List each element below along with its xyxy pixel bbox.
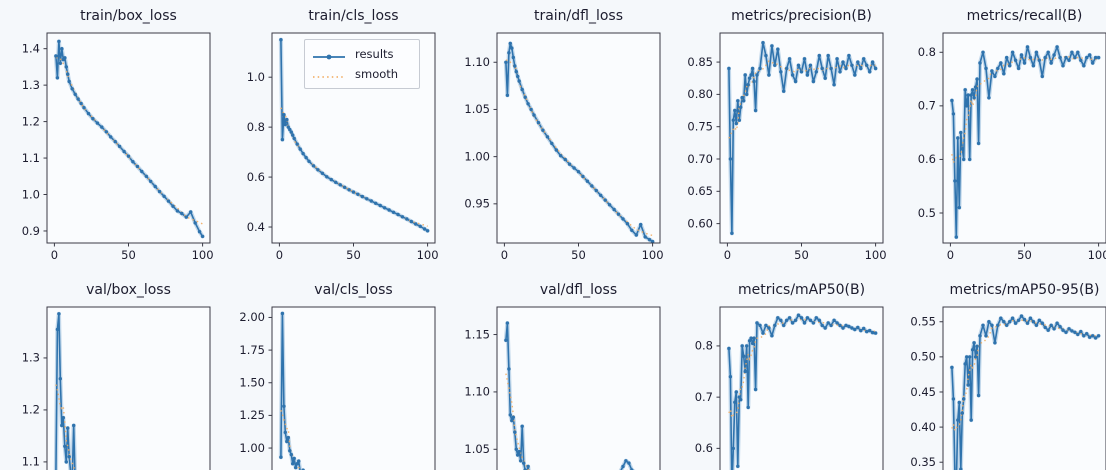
plot-canvas-val-cls-loss: 0.500.751.001.251.501.752.00050100 [239,306,436,470]
plot-canvas-val-dfl-loss: 1.001.051.101.15050100 [464,306,661,470]
svg-text:0.75: 0.75 [687,119,713,133]
svg-text:1.10: 1.10 [464,55,490,69]
subplot-metrics-recall: metrics/recall(B) 0.5 0.6 0.7 0.8 0 50 100 [897,6,1106,272]
svg-text:0.60: 0.60 [687,216,713,230]
plot-title-metrics-recall: metrics/recall(B) [966,8,1083,24]
legend-item-results: results [311,44,411,64]
svg-text:0.95: 0.95 [464,197,490,211]
svg-text:1.3: 1.3 [22,78,40,92]
svg-text:100: 100 [417,248,439,262]
svg-text:0.7: 0.7 [918,99,936,113]
subplot-train-dfl-loss: train/dfl_loss 0.95 1.00 1.05 1.10 0 50 100 [451,6,671,272]
svg-text:0.8: 0.8 [918,45,936,59]
svg-text:1.1: 1.1 [22,151,40,165]
svg-text:0: 0 [724,248,731,262]
svg-text:0.55: 0.55 [910,315,936,329]
svg-text:50: 50 [571,248,586,262]
svg-text:0: 0 [947,248,954,262]
svg-text:0.45: 0.45 [910,385,936,399]
plot-title-metrics-map50: metrics/mAP50(B) [737,282,866,298]
svg-text:50: 50 [794,248,809,262]
subplot-val-dfl-loss: val/dfl_loss 1.001.051.101.15050100 [451,280,671,470]
svg-text:50: 50 [1017,248,1032,262]
subplot-metrics-precision: metrics/precision(B) 0.60 0.65 0.70 0.75 0.8… [674,6,894,272]
svg-text:1.10: 1.10 [464,385,490,399]
plot-title-val-cls-loss: val/cls_loss [314,282,393,298]
subplot-train-box-loss: train/box_loss 0.9 1.0 1.1 1.2 1.3 1.4 0 50 100 [1,6,221,272]
plot-canvas-train-dfl-loss: 0.95 1.00 1.05 1.10 0 50 100 [464,32,664,262]
svg-text:1.00: 1.00 [239,441,265,455]
svg-text:0.85: 0.85 [687,55,713,69]
svg-text:0.6: 0.6 [247,170,265,184]
legend: results smooth [304,39,420,89]
subplot-metrics-map50-95: metrics/mAP50-95(B) 0.300.350.400.450.50… [897,280,1106,470]
svg-text:50: 50 [121,248,136,262]
svg-text:1.3: 1.3 [22,351,40,365]
plot-canvas-metrics-precision: 0.60 0.65 0.70 0.75 0.80 0.85 0 50 100 [687,32,887,262]
results-line-swatch [311,48,347,60]
svg-text:0.8: 0.8 [695,339,713,353]
svg-text:2.00: 2.00 [239,310,265,324]
svg-text:50: 50 [346,248,361,262]
svg-text:1.2: 1.2 [22,403,40,417]
svg-text:0: 0 [501,248,508,262]
legend-label-smooth: smooth [355,67,399,81]
svg-text:100: 100 [642,248,664,262]
plot-title-train-cls-loss: train/cls_loss [308,8,399,24]
svg-text:0.9: 0.9 [22,224,40,238]
svg-text:1.05: 1.05 [464,102,490,116]
svg-text:0.40: 0.40 [910,420,936,434]
svg-text:1.05: 1.05 [464,442,490,456]
plot-title-metrics-precision: metrics/precision(B) [731,8,872,24]
svg-text:1.15: 1.15 [464,327,490,341]
svg-text:0: 0 [276,248,283,262]
smooth-line-swatch [311,68,347,80]
svg-text:0.65: 0.65 [687,184,713,198]
plot-canvas-metrics-map50-95: 0.300.350.400.450.500.55050100 [910,306,1106,470]
svg-text:0.35: 0.35 [910,455,936,469]
legend-label-results: results [355,47,394,61]
plot-canvas-train-box-loss: 0.9 1.0 1.1 1.2 1.3 1.4 0 50 100 [22,32,214,262]
svg-text:0.80: 0.80 [687,87,713,101]
plot-title-metrics-map50-95: metrics/mAP50-95(B) [949,282,1100,298]
svg-text:100: 100 [1088,248,1106,262]
plot-title-train-dfl-loss: train/dfl_loss [533,8,624,24]
svg-text:1.0: 1.0 [22,187,40,201]
svg-text:1.2: 1.2 [22,114,40,128]
plot-canvas-val-box-loss: 1.01.11.21.3050100 [22,306,211,470]
plot-title-val-box-loss: val/box_loss [86,282,171,298]
svg-text:0.6: 0.6 [695,441,713,455]
plot-title-train-box-loss: train/box_loss [80,8,177,24]
svg-text:0: 0 [51,248,58,262]
subplot-val-box-loss: val/box_loss 1.01.11.21.3050100 [1,280,221,470]
svg-text:100: 100 [192,248,214,262]
svg-text:1.0: 1.0 [247,70,265,84]
svg-text:1.25: 1.25 [239,408,265,422]
svg-text:0.8: 0.8 [247,120,265,134]
svg-text:0.6: 0.6 [918,152,936,166]
svg-text:0.4: 0.4 [247,220,265,234]
plot-title-val-dfl-loss: val/dfl_loss [539,282,618,298]
svg-text:1.1: 1.1 [22,455,40,469]
svg-text:0.70: 0.70 [687,152,713,166]
svg-text:1.50: 1.50 [239,376,265,390]
svg-text:100: 100 [865,248,887,262]
svg-text:0.50: 0.50 [910,350,936,364]
svg-text:0.5: 0.5 [918,206,936,220]
svg-text:1.00: 1.00 [464,149,490,163]
plot-canvas-metrics-recall: 0.5 0.6 0.7 0.8 0 50 100 [918,32,1106,262]
svg-text:1.75: 1.75 [239,343,265,357]
svg-text:1.4: 1.4 [22,41,40,55]
svg-text:0.7: 0.7 [695,390,713,404]
subplot-val-cls-loss: val/cls_loss 0.500.751.001.251.501.752.0… [226,280,446,470]
legend-item-smooth: smooth [311,64,411,84]
